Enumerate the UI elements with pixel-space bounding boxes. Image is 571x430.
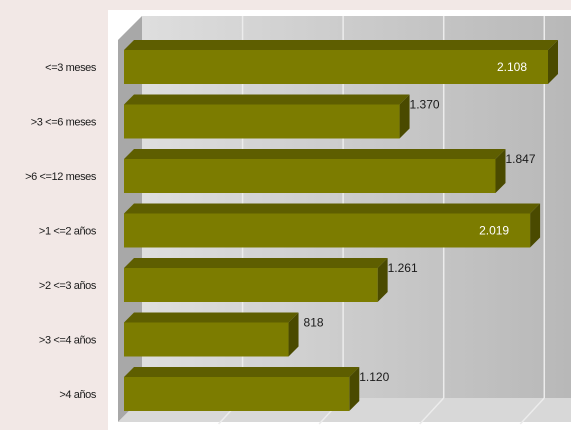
bar-side-face	[530, 203, 541, 248]
bar	[124, 50, 548, 84]
bar	[124, 377, 350, 411]
data-label: 1.120	[359, 370, 389, 384]
bar-top-face	[124, 258, 388, 268]
category-label: >2 <=3 años	[39, 280, 97, 292]
bar	[124, 104, 400, 139]
bar	[124, 159, 496, 193]
bar-top-face	[124, 94, 410, 105]
data-label: 2.108	[497, 60, 527, 74]
category-label: >4 años	[59, 389, 97, 401]
bar-top-face	[124, 203, 541, 214]
category-label: >3 <=6 meses	[31, 117, 97, 129]
bar-top-face	[124, 367, 360, 377]
bar-top-face	[124, 149, 506, 159]
bar-side-face	[399, 94, 410, 139]
data-labels: 2.108 1.370 1.847 2.019 1.261 818 1.120	[304, 60, 536, 384]
bar-side-face	[495, 149, 506, 193]
bar	[124, 268, 378, 302]
gridline-floor	[519, 397, 545, 425]
gridline-floor	[419, 397, 445, 425]
category-label: >3 <=4 años	[39, 335, 97, 347]
category-label: >6 <=12 meses	[25, 171, 97, 183]
category-label: >1 <=2 años	[39, 226, 97, 238]
category-labels: <=3 meses >3 <=6 meses >6 <=12 meses >1 <=2…	[25, 62, 97, 401]
bar-top-face	[124, 40, 558, 50]
data-label: 1.370	[410, 98, 440, 112]
category-label: <=3 meses	[45, 62, 97, 74]
data-label: 818	[304, 316, 324, 330]
data-label: 1.847	[505, 152, 535, 166]
bar-side-face	[548, 40, 558, 84]
bar	[124, 213, 531, 248]
bar-side-face	[377, 258, 388, 302]
bars	[124, 40, 558, 411]
bar-side-face	[288, 312, 299, 357]
bar	[124, 322, 289, 357]
data-label: 1.261	[388, 261, 418, 275]
bar-side-face	[349, 367, 360, 411]
bar-top-face	[124, 312, 299, 323]
data-label: 2.019	[479, 224, 509, 238]
